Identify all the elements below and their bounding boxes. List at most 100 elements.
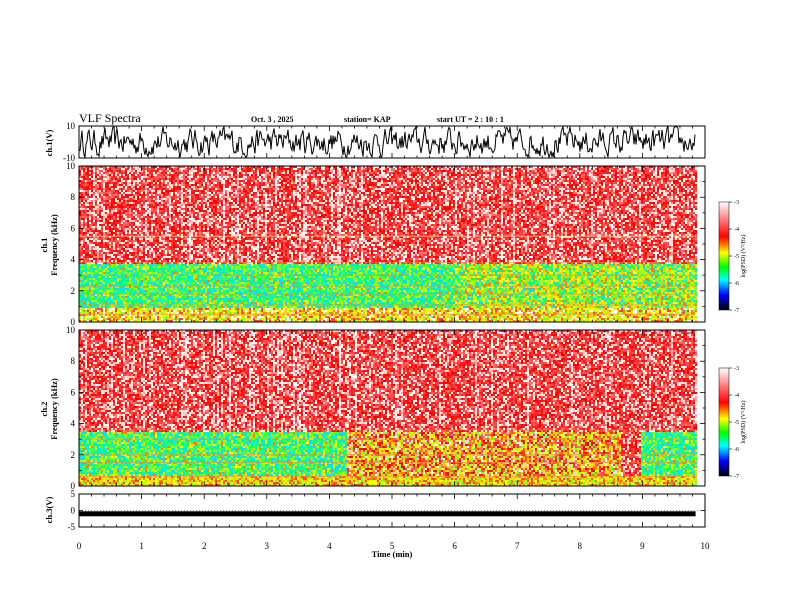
ch1-spectrogram-cell <box>95 266 97 268</box>
ch1-spectrogram-cell <box>93 290 95 292</box>
ch1-spectrogram-cell <box>83 244 85 246</box>
ch1-spectrogram-cell <box>87 278 89 280</box>
ch1-spectrogram-cell <box>83 174 85 176</box>
ch1-spectrogram-cell <box>91 250 93 252</box>
ch1-spectrogram-cell <box>97 206 99 208</box>
ch1-spectrogram-cell <box>97 198 99 200</box>
ch1-spectrogram-cell <box>91 194 93 196</box>
ch1-spectrogram-cell <box>85 174 87 176</box>
ch1-spectrogram-cell <box>89 214 91 216</box>
ch1-spectrogram-cell <box>83 252 85 254</box>
ch1-spectrogram-cell <box>91 226 93 228</box>
ch1-spectrogram-cell <box>93 268 95 270</box>
ch1-spectrogram-cell <box>97 200 99 202</box>
ch1-spectrogram-cell <box>89 296 91 298</box>
ch1-spectrogram-cell <box>83 190 85 192</box>
ch1-spectrogram-cell <box>95 192 97 194</box>
ch1-spectrogram-cell <box>83 212 85 214</box>
ch1-spectrogram-cell <box>91 214 93 216</box>
ch1-spectrogram-cell <box>87 228 89 230</box>
ch1-spectrogram-cell <box>87 214 89 216</box>
ch1-spectrogram-cell <box>83 280 85 282</box>
ch1-spectrogram-cell <box>89 246 91 248</box>
ch1-spectrogram-cell <box>85 280 87 282</box>
ch1-spectrogram-cell <box>81 202 83 204</box>
ch1-spectrogram-cell <box>89 184 91 186</box>
ch1-spectrogram-cell <box>87 260 89 262</box>
ch1-spectrogram-cell <box>97 220 99 222</box>
ch1-spectrogram-cell <box>91 222 93 224</box>
ch1-spectrogram-cell <box>89 306 91 308</box>
ch1-spectrogram-cell <box>81 254 83 256</box>
ch1-spectrogram-cell <box>83 208 85 210</box>
ch1-spectrogram-cell <box>91 282 93 284</box>
ch1-spectrogram-cell <box>89 200 91 202</box>
ch1-spectrogram-cell <box>83 260 85 262</box>
ch1-spectrogram-cell <box>93 310 95 312</box>
ch1-spectrogram-cell <box>91 246 93 248</box>
ch1-spectrogram-cell <box>91 190 93 192</box>
ch1-spectrogram-cell <box>83 180 85 182</box>
ch1-spectrogram-cell <box>91 300 93 302</box>
ch1-spectrogram-cell <box>87 272 89 274</box>
ch1-spectrogram-cell <box>87 306 89 308</box>
ch1-spectrogram-cell <box>83 276 85 278</box>
ch1-spectrogram-cell <box>89 188 91 190</box>
ch1-spectrogram-cell <box>95 182 97 184</box>
ch1-spectrogram-cell <box>89 168 91 170</box>
ch1-spectrogram-cell <box>95 222 97 224</box>
ch1-spectrogram-cell <box>93 242 95 244</box>
ch1-spectrogram-cell <box>95 238 97 240</box>
ch1-spectrogram-cell <box>95 252 97 254</box>
ch1-spectrogram-cell <box>95 260 97 262</box>
ch1-spectrogram-cell <box>85 206 87 208</box>
ch1-spectrogram-cell <box>97 212 99 214</box>
ch1-spectrogram-cell <box>93 220 95 222</box>
ch1-spectrogram-cell <box>83 202 85 204</box>
ch1-spectrogram-cell <box>91 196 93 198</box>
ch1-spectrogram-cell <box>87 282 89 284</box>
ch1-spectrogram-cell <box>91 268 93 270</box>
ch1-spectrogram-cell <box>87 238 89 240</box>
ch1-spectrogram-cell <box>83 168 85 170</box>
ch1-spectrogram-cell <box>83 216 85 218</box>
ch1-spectrogram-cell <box>91 266 93 268</box>
ch1-spectrogram-cell <box>95 210 97 212</box>
ch1-spectrogram-cell <box>89 298 91 300</box>
ch1-spectrogram-cell <box>81 174 83 176</box>
ch1-spectrogram-cell <box>93 184 95 186</box>
ch1-spectrogram-cell <box>91 170 93 172</box>
ch1-spectrogram-cell <box>91 294 93 296</box>
ch1-spectrogram-cell <box>83 170 85 172</box>
ch1-spectrogram-cell <box>91 210 93 212</box>
ch1-spectrogram-cell <box>81 198 83 200</box>
ch1-spectrogram-cell <box>93 316 95 318</box>
ch1-spectrogram-cell <box>89 240 91 242</box>
ch1-spectrogram-cell <box>81 184 83 186</box>
ch1-spectrogram-cell <box>87 182 89 184</box>
ch1-spectrogram-cell <box>83 294 85 296</box>
ch1-spectrogram-cell <box>89 294 91 296</box>
ch1-spectrogram-cell <box>91 296 93 298</box>
ch1-spectrogram-cell <box>93 226 95 228</box>
ch1-spectrogram-cell <box>81 178 83 180</box>
ch1-spectrogram-cell <box>97 208 99 210</box>
ch1-spectrogram-cell <box>83 240 85 242</box>
ch1-spectrogram-cell <box>91 178 93 180</box>
ch1-spectrogram-cell <box>93 282 95 284</box>
ch1-spectrogram-cell <box>91 202 93 204</box>
ch1-spectrogram-cell <box>87 276 89 278</box>
ch1-spectrogram-cell <box>85 228 87 230</box>
ch1-spectrogram-cell <box>97 222 99 224</box>
ch1-spectrogram-cell <box>85 200 87 202</box>
ch1-spectrogram-cell <box>81 194 83 196</box>
ch1-spectrogram-cell <box>83 300 85 302</box>
ch1-spectrogram-cell <box>87 216 89 218</box>
ch1-spectrogram-cell <box>95 264 97 266</box>
ch1-spectrogram-cell <box>85 308 87 310</box>
ch1-spectrogram-cell <box>89 208 91 210</box>
ch1-spectrogram-cell <box>95 216 97 218</box>
ch1-spectrogram-cell <box>91 298 93 300</box>
ch1-spectrogram-cell <box>85 216 87 218</box>
ch1-spectrogram-cell <box>87 268 89 270</box>
